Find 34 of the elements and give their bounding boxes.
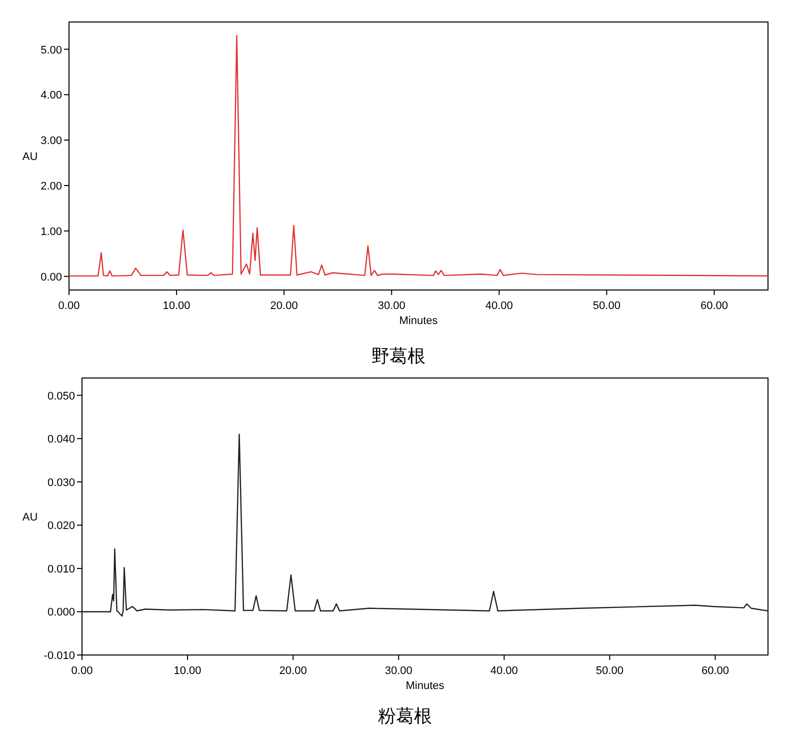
x-tick-label: 40.00 bbox=[485, 300, 513, 312]
y-tick-label: 1.00 bbox=[40, 226, 62, 238]
y-tick-label: 0.00 bbox=[40, 271, 62, 284]
x-tick-label: 50.00 bbox=[596, 665, 624, 677]
y-tick-label: 0.040 bbox=[47, 434, 75, 446]
x-tick-label: 10.00 bbox=[162, 300, 190, 312]
y-tick-label: 0.030 bbox=[47, 476, 75, 489]
x-tick-label: 40.00 bbox=[490, 665, 518, 677]
y-axis-title: AU bbox=[22, 512, 38, 524]
y-tick-label: 0.020 bbox=[47, 520, 75, 532]
text: 野葛根 bbox=[372, 346, 426, 366]
y-tick-label: -0.010 bbox=[44, 650, 75, 662]
y-tick-label: 2.00 bbox=[40, 180, 62, 193]
x-tick-label: 0.00 bbox=[71, 665, 93, 677]
text: 粉葛根 bbox=[378, 706, 432, 726]
y-tick-label: 0.010 bbox=[47, 563, 75, 576]
x-tick-label: 30.00 bbox=[384, 665, 412, 677]
y-tick-label: 5.00 bbox=[40, 44, 62, 56]
y-tick-label: 0.000 bbox=[47, 606, 75, 619]
y-axis-title: AU bbox=[22, 151, 38, 163]
x-tick-label: 50.00 bbox=[592, 300, 620, 312]
x-axis-title: Minutes bbox=[406, 680, 445, 692]
x-tick-label: 20.00 bbox=[270, 300, 298, 312]
x-tick-label: 10.00 bbox=[174, 665, 202, 677]
y-tick-label: 0.050 bbox=[47, 390, 75, 402]
x-tick-label: 20.00 bbox=[279, 665, 307, 677]
x-axis-title: Minutes bbox=[399, 315, 438, 327]
line-series bbox=[68, 35, 769, 277]
x-tick-label: 60.00 bbox=[700, 300, 728, 312]
y-tick-label: 4.00 bbox=[40, 90, 62, 102]
y-tick-label: 3.00 bbox=[40, 135, 62, 148]
x-tick-label: 30.00 bbox=[378, 300, 406, 312]
x-tick-label: 60.00 bbox=[701, 665, 729, 677]
line-series bbox=[81, 434, 769, 617]
